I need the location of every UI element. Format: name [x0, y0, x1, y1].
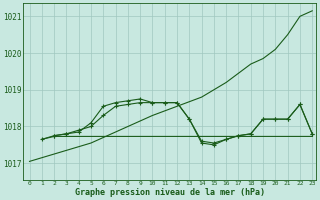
X-axis label: Graphe pression niveau de la mer (hPa): Graphe pression niveau de la mer (hPa)	[75, 188, 265, 197]
